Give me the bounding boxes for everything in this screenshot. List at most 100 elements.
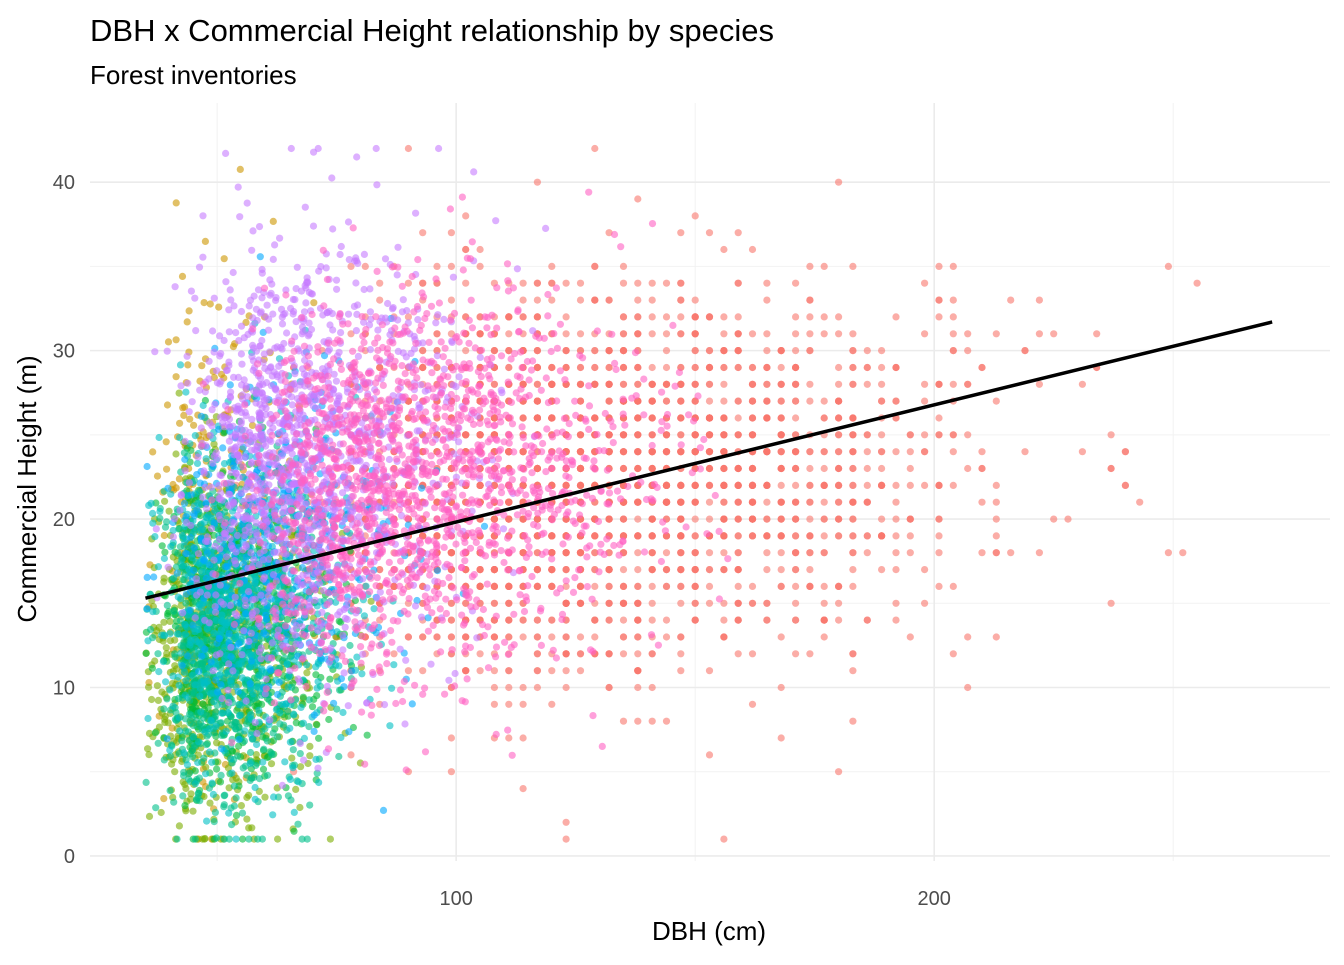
data-point xyxy=(907,448,914,455)
data-point xyxy=(706,448,713,455)
data-point xyxy=(692,347,699,354)
data-point xyxy=(821,482,828,489)
data-point xyxy=(749,583,756,590)
data-point xyxy=(193,717,200,724)
data-point xyxy=(577,381,584,388)
data-point xyxy=(835,583,842,590)
data-point xyxy=(462,246,469,253)
data-point xyxy=(306,802,313,809)
data-point xyxy=(706,229,713,236)
data-point xyxy=(663,398,670,405)
data-point xyxy=(534,650,541,657)
data-point xyxy=(964,684,971,691)
data-point xyxy=(935,431,942,438)
data-point xyxy=(835,532,842,539)
data-point xyxy=(749,600,756,607)
data-point xyxy=(634,718,641,725)
data-point xyxy=(175,695,182,702)
data-point xyxy=(763,532,770,539)
data-point xyxy=(1079,381,1086,388)
data-point xyxy=(749,364,756,371)
data-point xyxy=(634,684,641,691)
data-point xyxy=(563,347,570,354)
data-point xyxy=(238,802,245,809)
data-point xyxy=(634,297,641,304)
data-point xyxy=(950,313,957,320)
data-point xyxy=(620,600,627,607)
data-point xyxy=(296,804,303,811)
data-point xyxy=(520,701,527,708)
data-point xyxy=(778,398,785,405)
data-point xyxy=(663,718,670,725)
data-point xyxy=(548,364,555,371)
data-point xyxy=(276,720,283,727)
data-point xyxy=(310,299,317,306)
data-point xyxy=(935,313,942,320)
data-point xyxy=(849,482,856,489)
data-point xyxy=(170,608,177,615)
data-point xyxy=(864,448,871,455)
data-point xyxy=(620,465,627,472)
data-point xyxy=(634,431,641,438)
data-point xyxy=(649,549,656,556)
data-point xyxy=(763,499,770,506)
data-point xyxy=(677,566,684,573)
data-point xyxy=(180,772,187,779)
data-point xyxy=(735,499,742,506)
data-point xyxy=(170,799,177,806)
data-point xyxy=(186,416,193,423)
data-point xyxy=(577,364,584,371)
data-point xyxy=(433,633,440,640)
data-point xyxy=(692,297,699,304)
data-point xyxy=(792,347,799,354)
data-point xyxy=(749,414,756,421)
data-point xyxy=(878,398,885,405)
data-point xyxy=(405,667,412,674)
data-point xyxy=(649,718,656,725)
data-point xyxy=(835,600,842,607)
data-point xyxy=(591,633,598,640)
data-point xyxy=(792,600,799,607)
data-point xyxy=(792,650,799,657)
data-point xyxy=(993,516,1000,523)
data-point xyxy=(548,617,555,624)
data-point xyxy=(778,583,785,590)
data-point xyxy=(692,313,699,320)
data-point xyxy=(534,583,541,590)
data-point xyxy=(720,465,727,472)
data-point xyxy=(821,465,828,472)
data-point xyxy=(806,650,813,657)
data-point xyxy=(477,263,484,270)
data-point xyxy=(763,330,770,337)
data-point xyxy=(849,549,856,556)
data-point xyxy=(935,583,942,590)
data-point xyxy=(677,229,684,236)
data-point xyxy=(274,836,281,843)
data-point xyxy=(620,263,627,270)
data-point xyxy=(1007,297,1014,304)
data-point xyxy=(306,743,313,750)
data-point xyxy=(248,824,255,831)
data-point xyxy=(763,516,770,523)
data-point xyxy=(892,313,899,320)
data-point xyxy=(735,650,742,657)
data-point xyxy=(1108,465,1115,472)
data-point xyxy=(849,566,856,573)
data-point xyxy=(264,772,271,779)
data-point xyxy=(892,532,899,539)
data-point xyxy=(239,836,246,843)
data-point xyxy=(591,414,598,421)
data-point xyxy=(173,336,180,343)
data-point xyxy=(199,660,206,667)
data-point xyxy=(677,448,684,455)
data-point xyxy=(692,583,699,590)
data-point xyxy=(649,600,656,607)
data-point xyxy=(491,347,498,354)
data-point xyxy=(950,381,957,388)
data-point xyxy=(268,749,275,756)
data-point xyxy=(1036,549,1043,556)
data-point xyxy=(364,732,371,739)
data-point xyxy=(720,499,727,506)
data-point xyxy=(149,665,156,672)
data-point xyxy=(144,745,151,752)
